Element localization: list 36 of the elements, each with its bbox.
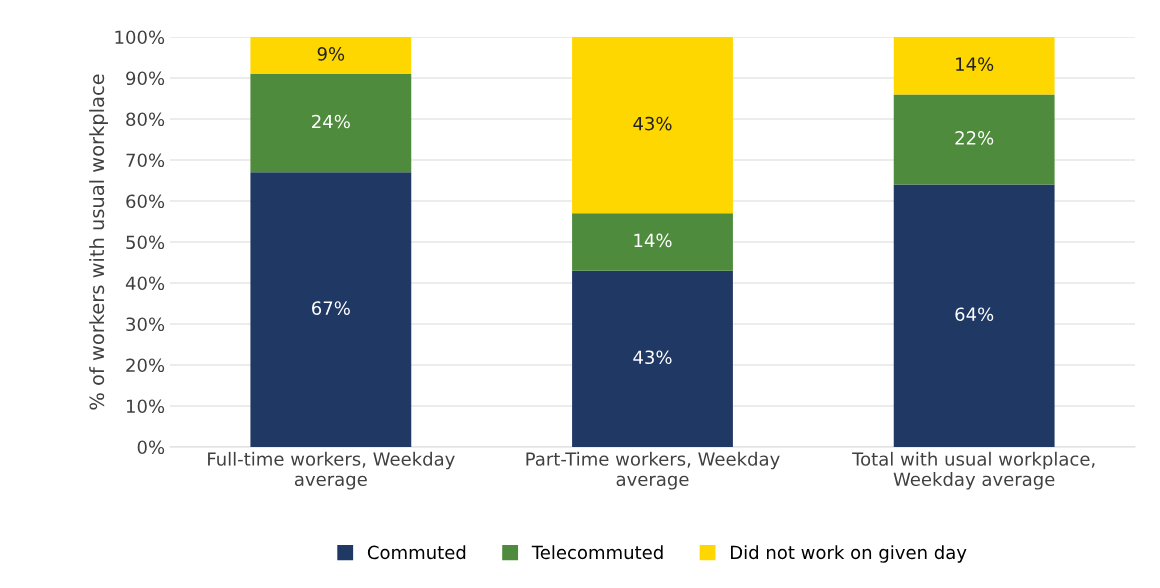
bar [572, 37, 733, 214]
bar [893, 37, 1055, 95]
x-tick-label: Total with usual workplace, Weekday average [852, 451, 1095, 490]
data-label: 14% [956, 57, 994, 71]
x-tick-label: Full-time workers, Weekday average [208, 451, 455, 490]
bar [572, 270, 733, 447]
bar [250, 172, 412, 447]
legend-label: Telecommuted [531, 545, 663, 560]
bar [893, 94, 1055, 185]
legend-label: Commuted [367, 545, 466, 560]
bar [572, 213, 733, 271]
y-tick-label: 60% [126, 194, 165, 209]
data-label: 24% [312, 114, 350, 129]
y-tick-label: 20% [126, 358, 165, 373]
y-tick-label: 40% [125, 276, 165, 291]
y-axis-title: % of workers with usual workplace [89, 74, 108, 410]
bar [250, 37, 412, 74]
data-label: 14% [634, 233, 672, 248]
y-tick-label: 50% [126, 235, 165, 250]
x-tick-label: Part-Time workers, Weekday average [526, 451, 780, 490]
data-label: 67% [312, 301, 350, 315]
bar [250, 73, 412, 173]
data-label: 43% [633, 350, 672, 365]
data-label: 43% [633, 116, 672, 131]
y-tick-label: 100% [115, 30, 165, 45]
data-label: 64% [955, 307, 994, 322]
y-tick-label: 30% [126, 317, 165, 332]
data-label: 9% [317, 47, 345, 61]
data-label: 22% [955, 131, 994, 145]
bar [893, 184, 1055, 447]
y-tick-label: 70% [126, 153, 165, 168]
y-tick-label: 10% [126, 399, 165, 414]
y-tick-label: 90% [126, 71, 165, 86]
y-tick-label: 80% [126, 112, 165, 127]
y-tick-label: 0% [137, 440, 165, 455]
legend-label: Did not work on given day [731, 545, 967, 563]
